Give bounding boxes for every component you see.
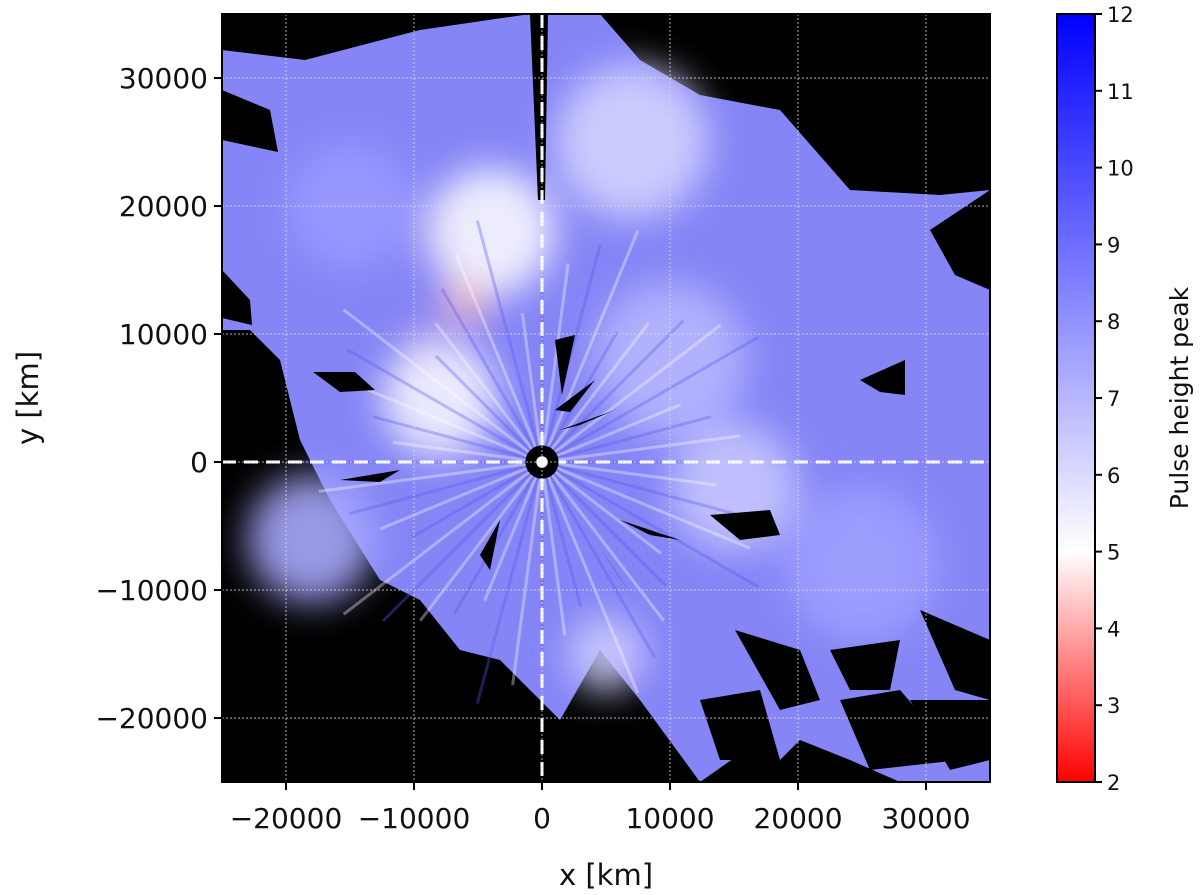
y-tick-label: 20000 <box>119 190 208 223</box>
value-region <box>382 340 498 456</box>
radial-streak <box>318 460 543 493</box>
value-region <box>247 474 376 603</box>
radial-streak <box>541 460 736 516</box>
value-region <box>442 278 489 326</box>
radial-streak <box>348 460 543 516</box>
radial-streak <box>540 230 640 463</box>
radial-streak <box>342 308 543 464</box>
radial-streak <box>454 253 544 463</box>
radial-streak <box>541 323 722 464</box>
radial-streak <box>342 460 543 616</box>
radial-streak <box>540 322 650 463</box>
value-region <box>411 331 430 350</box>
colorbar-tick-label: 7 <box>1107 387 1120 411</box>
radial-streak <box>540 461 583 608</box>
colorbar-tick-label: 9 <box>1107 233 1120 257</box>
radial-streak <box>411 460 543 539</box>
x-axis-ticks: −20000 −10000 0 10000 20000 30000 <box>230 782 971 835</box>
x-tick-label: 30000 <box>881 802 970 835</box>
radial-streak <box>541 460 751 550</box>
plot-area <box>221 13 991 783</box>
radial-streak <box>434 354 544 464</box>
radial-streak <box>346 348 543 464</box>
colorbar-bar <box>1056 13 1096 783</box>
radial-streak <box>356 384 543 464</box>
radial-streak <box>381 460 544 623</box>
value-region <box>554 65 709 219</box>
radial-streak <box>540 460 667 587</box>
radial-streak <box>483 461 544 602</box>
radial-streak <box>475 220 544 463</box>
y-tick-label: 0 <box>190 446 208 479</box>
radial-streak <box>540 319 685 464</box>
missing-data-patches <box>222 14 990 782</box>
radial-streak <box>540 461 567 636</box>
y-tick-label: −10000 <box>95 574 208 607</box>
y-tick-label: 30000 <box>119 62 208 95</box>
x-tick-label: −20000 <box>230 802 343 835</box>
colorbar-ticks: 2 3 4 5 6 7 8 9 10 11 12 <box>1095 3 1134 795</box>
y-axis-ticks: −20000 −10000 0 10000 20000 30000 <box>95 62 222 735</box>
colorbar-tick-label: 12 <box>1107 3 1134 27</box>
radial-streak <box>540 461 640 694</box>
value-region <box>426 167 555 296</box>
radial-streak <box>372 415 543 464</box>
radial-streak <box>520 313 544 463</box>
x-tick-label: 20000 <box>753 802 842 835</box>
radial-streak <box>379 460 543 531</box>
radial-streak <box>419 461 544 622</box>
radial-streak <box>541 335 760 464</box>
colorbar-label: Pulse height peak <box>1165 286 1194 509</box>
colorbar-tick-label: 4 <box>1107 617 1120 641</box>
radial-streak <box>541 403 682 464</box>
radial-streak <box>541 434 741 464</box>
x-tick-label: 10000 <box>625 802 714 835</box>
radial-streak <box>393 440 543 464</box>
radial-streak <box>540 263 570 463</box>
grid <box>222 14 990 782</box>
colorbar-tick-label: 6 <box>1107 464 1120 488</box>
radial-streak <box>540 461 665 622</box>
radial-streak <box>541 460 716 487</box>
radial-streak <box>434 322 544 463</box>
colorbar-tick-label: 10 <box>1107 157 1134 181</box>
radial-streak <box>540 461 656 658</box>
plot-frame <box>221 13 991 783</box>
value-region <box>567 615 645 693</box>
colorbar: 2 3 4 5 6 7 8 9 10 11 12 Pulse height peak <box>1056 3 1194 795</box>
radial-streak <box>540 244 602 463</box>
x-axis-label: x [km] <box>559 858 653 892</box>
radial-streak <box>511 461 544 686</box>
radial-streak <box>440 288 544 463</box>
radial-streak <box>541 460 760 589</box>
x-tick-label: 0 <box>533 802 551 835</box>
radial-streak <box>453 461 544 615</box>
x-tick-label: −10000 <box>358 802 471 835</box>
value-region <box>424 229 443 247</box>
value-region <box>785 487 939 642</box>
colorbar-tick-label: 5 <box>1107 541 1120 565</box>
colorbar-tick-label: 2 <box>1107 771 1120 795</box>
colorbar-tick-label: 3 <box>1107 694 1120 718</box>
y-axis-label: y [km] <box>11 351 45 445</box>
colorbar-tick-label: 8 <box>1107 310 1120 334</box>
radial-streak <box>541 460 662 555</box>
radial-streak <box>541 415 712 464</box>
value-region <box>626 648 637 660</box>
y-tick-label: −20000 <box>95 702 208 735</box>
radial-streak <box>475 461 544 704</box>
y-tick-label: 10000 <box>119 318 208 351</box>
colorbar-tick-label: 11 <box>1107 80 1134 104</box>
